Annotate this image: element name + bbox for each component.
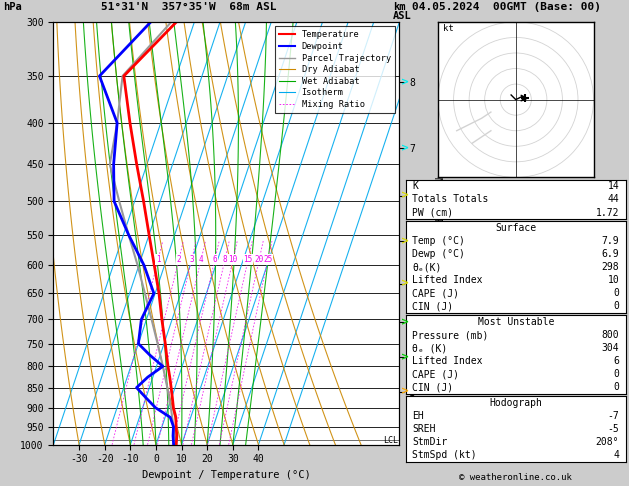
Text: 6: 6 — [213, 255, 217, 264]
Text: 7.9: 7.9 — [601, 236, 619, 246]
Text: EH: EH — [413, 411, 424, 421]
Text: >: > — [401, 278, 409, 289]
Text: Temp (°C): Temp (°C) — [413, 236, 465, 246]
Text: 298: 298 — [601, 262, 619, 272]
Text: StmDir: StmDir — [413, 437, 448, 447]
Text: 15: 15 — [243, 255, 253, 264]
Text: Surface: Surface — [495, 223, 537, 233]
Text: 2: 2 — [177, 255, 181, 264]
Text: 14: 14 — [608, 181, 619, 191]
Legend: Temperature, Dewpoint, Parcel Trajectory, Dry Adiabat, Wet Adiabat, Isotherm, Mi: Temperature, Dewpoint, Parcel Trajectory… — [275, 26, 395, 113]
Text: >: > — [401, 352, 409, 363]
Text: >: > — [401, 387, 409, 397]
Text: PW (cm): PW (cm) — [413, 208, 454, 218]
Text: © weatheronline.co.uk: © weatheronline.co.uk — [459, 473, 572, 482]
Text: 304: 304 — [601, 343, 619, 353]
Text: >: > — [401, 317, 409, 327]
Text: 1: 1 — [156, 255, 160, 264]
Text: θₑ(K): θₑ(K) — [413, 262, 442, 272]
Text: >: > — [401, 77, 409, 87]
Text: >: > — [401, 143, 409, 153]
Text: 6: 6 — [613, 356, 619, 366]
Text: -5: -5 — [608, 424, 619, 434]
Text: Lifted Index: Lifted Index — [413, 356, 483, 366]
X-axis label: Dewpoint / Temperature (°C): Dewpoint / Temperature (°C) — [142, 470, 311, 480]
Text: CAPE (J): CAPE (J) — [413, 369, 459, 379]
Text: hPa: hPa — [3, 2, 22, 13]
Text: 8: 8 — [223, 255, 227, 264]
Text: 0: 0 — [613, 369, 619, 379]
Text: -7: -7 — [608, 411, 619, 421]
Text: 800: 800 — [601, 330, 619, 340]
Text: Dewp (°C): Dewp (°C) — [413, 249, 465, 259]
Text: 04.05.2024  00GMT (Base: 00): 04.05.2024 00GMT (Base: 00) — [412, 2, 601, 13]
Text: Totals Totals: Totals Totals — [413, 194, 489, 205]
Text: Hodograph: Hodograph — [489, 398, 542, 408]
Text: 0: 0 — [613, 301, 619, 312]
Text: 25: 25 — [264, 255, 272, 264]
Text: 51°31'N  357°35'W  68m ASL: 51°31'N 357°35'W 68m ASL — [101, 2, 277, 13]
Text: Pressure (mb): Pressure (mb) — [413, 330, 489, 340]
Text: 6.9: 6.9 — [601, 249, 619, 259]
Text: 1.72: 1.72 — [596, 208, 619, 218]
Text: 208°: 208° — [596, 437, 619, 447]
Text: θₑ (K): θₑ (K) — [413, 343, 448, 353]
Text: ASL: ASL — [393, 11, 412, 21]
Text: CIN (J): CIN (J) — [413, 382, 454, 392]
Text: SREH: SREH — [413, 424, 436, 434]
Text: K: K — [413, 181, 418, 191]
Text: CAPE (J): CAPE (J) — [413, 288, 459, 298]
Text: CIN (J): CIN (J) — [413, 301, 454, 312]
Text: 4: 4 — [199, 255, 203, 264]
Text: >: > — [401, 191, 409, 201]
Text: >: > — [401, 236, 409, 246]
Text: Lifted Index: Lifted Index — [413, 275, 483, 285]
Text: 10: 10 — [608, 275, 619, 285]
Y-axis label: Mixing Ratio (g/kg): Mixing Ratio (g/kg) — [431, 177, 442, 289]
Text: 44: 44 — [608, 194, 619, 205]
Text: kt: kt — [443, 24, 454, 33]
Text: StmSpd (kt): StmSpd (kt) — [413, 450, 477, 460]
Text: 20: 20 — [255, 255, 264, 264]
Text: 0: 0 — [613, 382, 619, 392]
Text: Most Unstable: Most Unstable — [477, 317, 554, 327]
Text: km: km — [393, 2, 406, 13]
Text: 10: 10 — [228, 255, 238, 264]
Text: 0: 0 — [613, 288, 619, 298]
Text: 4: 4 — [613, 450, 619, 460]
Text: LCL: LCL — [383, 436, 398, 445]
Text: 3: 3 — [189, 255, 194, 264]
